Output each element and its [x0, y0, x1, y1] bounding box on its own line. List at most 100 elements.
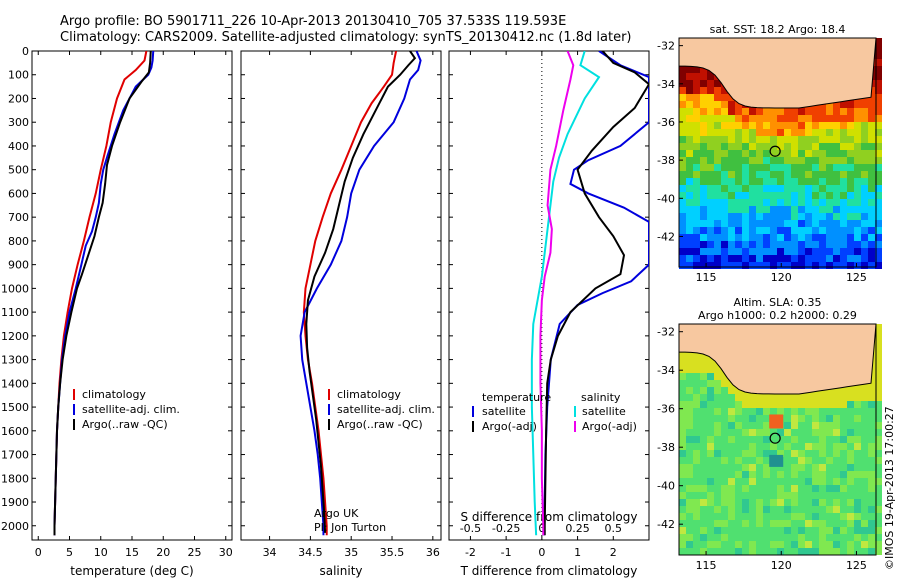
y-tick-label: 1400 — [1, 377, 29, 390]
header-line-2: Climatology: CARS2009. Satellite-adjuste… — [60, 30, 632, 45]
y-tick-label: -40 — [657, 480, 675, 493]
series-line-temperature-argo-adj- — [543, 51, 649, 536]
x-tick-label: 125 — [846, 271, 867, 284]
header-line-1: Argo profile: BO 5901711_226 10-Apr-2013… — [60, 14, 567, 29]
x-axis-label: salinity — [319, 564, 362, 578]
y-tick-label: -34 — [657, 364, 675, 377]
series-line-temperature-satellite — [543, 51, 649, 536]
map-frame — [678, 37, 877, 268]
y-tick-label: -34 — [657, 78, 675, 91]
legend-entry: satellite-adj. clim. — [337, 403, 435, 416]
y-tick-label: 900 — [8, 259, 29, 272]
x-tick-label: 34 — [263, 546, 277, 559]
y-tick-label: 1800 — [1, 472, 29, 485]
map-panel-sla_map: 115 120 125 -32 -34 -36 -38 -40 -42 Altim. SLA: 0… — [657, 296, 882, 572]
y-tick-label: -36 — [657, 116, 675, 129]
x-tick-label: 34.5 — [298, 546, 323, 559]
y-tick-label: 2000 — [1, 520, 29, 533]
annotation-line-2: PI: Jon Turton — [314, 521, 386, 534]
x-tick-label: 15 — [125, 546, 139, 559]
land-mass — [678, 323, 877, 395]
legend-header-temperature: temperature — [482, 391, 551, 404]
sla-anomaly-low — [769, 454, 784, 467]
profile-panel-temperature: 0100200300400500600700800900100011001200… — [1, 45, 233, 578]
x-tick-label: -1 — [501, 546, 512, 559]
y-tick-label: -40 — [657, 192, 675, 205]
x-tick-label: 120 — [771, 271, 792, 284]
x-tick-label: 120 — [771, 559, 792, 572]
y-tick-label: -38 — [657, 441, 675, 454]
x-tick-label-salinity: 0 — [538, 522, 545, 535]
x-tick-label-salinity: -0.5 — [460, 522, 481, 535]
annotation-line-1: Argo UK — [314, 507, 359, 520]
x-tick-label: 0 — [538, 546, 545, 559]
x-tick-label: 35.5 — [380, 546, 405, 559]
y-tick-label: 500 — [8, 164, 29, 177]
y-tick-label: 300 — [8, 116, 29, 129]
y-tick-label: 400 — [8, 140, 29, 153]
y-tick-label: 600 — [8, 187, 29, 200]
x-tick-label-salinity: 0.5 — [605, 522, 623, 535]
legend-entry: climatology — [82, 388, 146, 401]
sla-anomaly-high — [769, 414, 784, 429]
legend-entry: Argo(..raw -QC) — [82, 418, 168, 431]
x-tick-label: 115 — [696, 559, 717, 572]
credit-stamp: ©IMOS 19-Apr-2013 17:00:27 — [883, 406, 896, 570]
y-tick-label: -42 — [657, 518, 675, 531]
legend-entry: climatology — [337, 388, 401, 401]
legend-entry: Argo(..raw -QC) — [337, 418, 423, 431]
y-tick-label: 1200 — [1, 330, 29, 343]
series-line-salinity-satellite — [530, 51, 601, 536]
y-tick-label: 1600 — [1, 425, 29, 438]
y-tick-label: 100 — [8, 69, 29, 82]
panel-frame — [31, 50, 233, 541]
y-tick-label: -32 — [657, 326, 675, 339]
y-tick-label: 700 — [8, 211, 29, 224]
map-title: sat. SST: 18.2 Argo: 18.4 — [710, 23, 846, 36]
y-tick-label: 1900 — [1, 496, 29, 509]
x-tick-label: 2 — [610, 546, 617, 559]
x-axis-label: temperature (deg C) — [70, 564, 193, 578]
y-tick-label: -42 — [657, 230, 675, 243]
legend-entry: satellite — [582, 405, 626, 418]
x-tick-label: 30 — [219, 546, 233, 559]
profile-panel-difference: -2 -1 0 1 2 T difference from climatology -0.5… — [448, 50, 650, 578]
legend-header-salinity: salinity — [581, 391, 621, 404]
series-line-argo-raw-qc- — [53, 51, 152, 536]
legend-entry: Argo(-adj) — [582, 420, 637, 433]
y-tick-label: 800 — [8, 235, 29, 248]
y-tick-label: 1100 — [1, 306, 29, 319]
legend-entry: Argo(-adj) — [482, 420, 537, 433]
y-tick-label: -36 — [657, 403, 675, 416]
x-tick-label-salinity: -0.25 — [492, 522, 520, 535]
series-line-salinity-argo-adj- — [539, 51, 575, 536]
panel-frame — [240, 50, 442, 541]
y-tick-label: 1700 — [1, 449, 29, 462]
argo-location-marker — [769, 432, 781, 444]
series-line-satellite-adj-clim- — [299, 51, 422, 536]
map-frame — [678, 323, 877, 556]
y-tick-label: -38 — [657, 154, 675, 167]
y-tick-label: 1300 — [1, 354, 29, 367]
series-line-argo-raw-qc- — [305, 51, 417, 533]
y-tick-label: 200 — [8, 92, 29, 105]
x-tick-label: 5 — [66, 546, 73, 559]
land-mass — [678, 37, 877, 109]
x-tick-label: -2 — [465, 546, 476, 559]
x-tick-label: 115 — [696, 271, 717, 284]
x-tick-label: 20 — [156, 546, 170, 559]
map-subtitle: Argo h1000: 0.2 h2000: 0.29 — [698, 309, 857, 322]
legend-entry: satellite-adj. clim. — [82, 403, 180, 416]
x-tick-label: 0 — [35, 546, 42, 559]
x-tick-label: 35 — [344, 546, 358, 559]
y-tick-label: 1500 — [1, 401, 29, 414]
x-tick-label: 1 — [574, 546, 581, 559]
x-axis-label: T difference from climatology — [460, 564, 638, 578]
x-tick-label: 36 — [426, 546, 440, 559]
panel-frame — [448, 50, 650, 541]
y-tick-label: -32 — [657, 40, 675, 53]
x-tick-label: 10 — [94, 546, 108, 559]
series-line-climatology — [302, 51, 398, 536]
